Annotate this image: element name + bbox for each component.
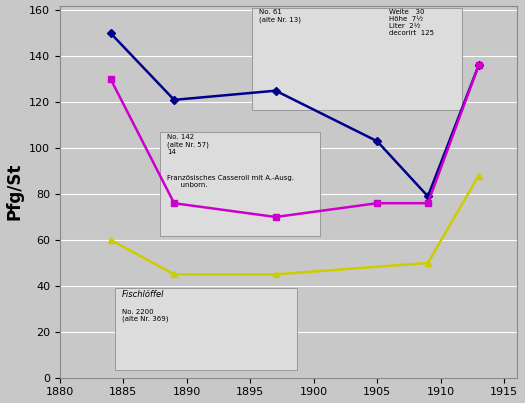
Text: No. 2200
(alte Nr. 369): No. 2200 (alte Nr. 369): [122, 309, 168, 322]
Y-axis label: Pfg/St: Pfg/St: [6, 163, 24, 220]
Text: No. 142
(alte Nr. 57)
14: No. 142 (alte Nr. 57) 14: [167, 134, 209, 155]
Text: No. 61
(alte Nr. 13): No. 61 (alte Nr. 13): [259, 9, 301, 23]
FancyBboxPatch shape: [161, 132, 320, 237]
Text: Fischlöffel: Fischlöffel: [122, 290, 164, 299]
FancyBboxPatch shape: [252, 8, 462, 110]
FancyBboxPatch shape: [115, 289, 298, 370]
Text: Weite   30
Höhe  7½
Liter  2½
decorirt  125: Weite 30 Höhe 7½ Liter 2½ decorirt 125: [389, 9, 434, 36]
Text: Französisches Casseroll mit A.-Ausg.
      unborn.: Französisches Casseroll mit A.-Ausg. unb…: [167, 175, 295, 188]
